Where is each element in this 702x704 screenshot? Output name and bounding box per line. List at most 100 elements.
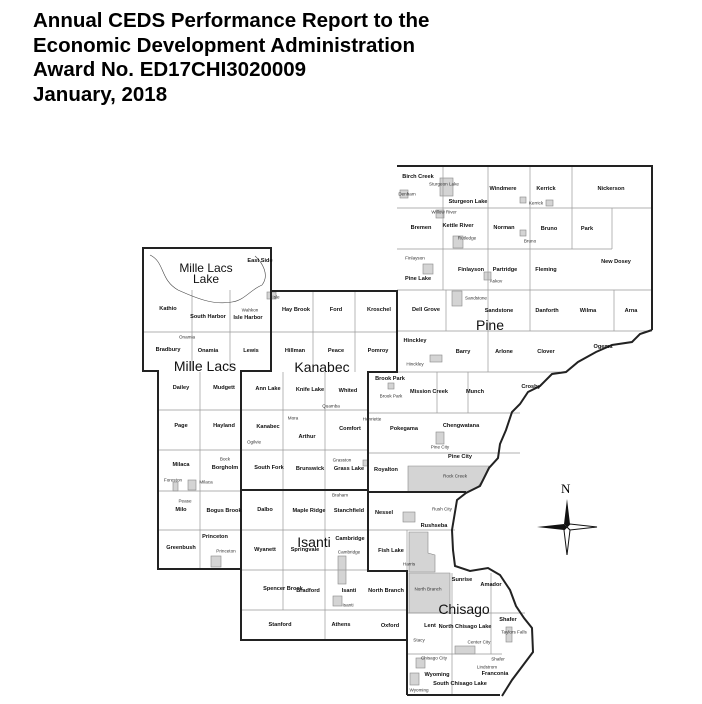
township-label: Arna: [624, 308, 638, 315]
township-label: Sunrise: [451, 577, 473, 584]
township-label: Bremen: [410, 225, 432, 232]
mille-lacs-lake-label: Mille Lacs Lake: [179, 261, 233, 286]
city-label: Chisago City: [420, 655, 448, 661]
township-label: Princeton: [202, 534, 228, 541]
city-label: Grasston: [332, 457, 352, 463]
township-label: Ford: [329, 307, 343, 314]
city-label: Isle: [272, 294, 280, 300]
township-label: Lent: [424, 623, 436, 630]
township-label: Onamia: [197, 348, 219, 355]
township-label: Maple Ridge: [292, 508, 326, 515]
city-label: Center City: [467, 639, 491, 645]
township-label: Ann Lake: [255, 386, 281, 393]
township-label: Dalbo: [257, 507, 273, 514]
isanti-boundary: [240, 490, 408, 695]
city-label: Lindstrom: [476, 664, 498, 670]
city-label: Finlayson: [405, 255, 425, 261]
city-label: Pine City: [430, 444, 450, 450]
township-label: Pokegama: [390, 426, 418, 433]
title-line-2: Economic Development Administration: [33, 33, 415, 57]
township-label: Pine City: [448, 454, 472, 461]
township-label: Barry: [455, 349, 471, 356]
township-label: East Side: [247, 258, 273, 265]
township-label: Springvale: [290, 547, 320, 554]
township-label: Danforth: [535, 308, 559, 315]
pine-boundary: [397, 165, 653, 330]
city-label: Quamba: [322, 403, 340, 409]
city-label: Bruno: [523, 238, 537, 244]
township-label: Hinckley: [403, 338, 427, 345]
township-label: Wyanett: [254, 547, 276, 554]
city-label: Askov: [489, 278, 503, 284]
township-label: Spencer Brook: [263, 586, 303, 593]
county-label: Mille Lacs: [173, 358, 237, 374]
township-label: Clover: [537, 349, 555, 356]
township-label: South Harbor: [190, 314, 226, 321]
city-label: Mora: [287, 415, 299, 421]
township-label: Mudgett: [213, 385, 235, 392]
city-label: Denham: [398, 191, 416, 197]
city-label: Stacy: [413, 637, 425, 643]
city-label: Foreston: [163, 477, 183, 483]
mille-lacs-shoreline: [149, 254, 266, 304]
township-label: Finlayson: [457, 267, 485, 274]
township-label: Stanford: [268, 622, 292, 629]
city-label: Rock Creek: [443, 473, 467, 479]
township-label: Fish Lake: [378, 548, 404, 555]
chisago-boundary: [368, 491, 500, 696]
township-label: Knife Lake: [295, 387, 325, 394]
township-label: South Chisago Lake: [433, 681, 487, 688]
township-label: Cambridge: [335, 536, 365, 543]
township-label: Nickerson: [597, 186, 625, 193]
city-label: Braham: [331, 492, 349, 498]
township-label: Milaca: [172, 462, 190, 469]
state-border-river: [450, 329, 653, 697]
township-label: Borgholm: [211, 465, 239, 472]
city-label: Sandstone: [465, 295, 487, 301]
township-label: Hay Brook: [282, 307, 310, 314]
township-label: Brook Park: [375, 376, 405, 383]
city-label: Milaca: [199, 479, 213, 485]
city-label: Princeton: [216, 548, 236, 554]
title-line-3: Award No. ED17CHI3020009: [33, 58, 307, 81]
shaded-areas: [172, 177, 554, 686]
township-label: Kanabec: [256, 424, 280, 431]
township-label: Dell Grove: [412, 307, 440, 314]
township-label: Isanti: [341, 588, 357, 595]
township-label: Kathio: [159, 306, 177, 313]
city-label: Ogilvie: [246, 439, 262, 445]
city-label: Willow River: [431, 209, 457, 215]
title-line-4: January, 2018: [33, 82, 168, 106]
township-label: Athens: [331, 622, 351, 629]
township-label: Crosby: [521, 384, 541, 391]
township-label: Shafer: [499, 617, 517, 624]
township-label: Arlone: [495, 349, 513, 356]
city-label: Cambridge: [337, 549, 361, 555]
city-label: Kerrick: [528, 200, 544, 206]
city-label: Isanti: [342, 602, 354, 608]
city-label: Bock: [219, 456, 231, 462]
compass-rose: [537, 499, 598, 556]
report-title: Annual CEDS Performance Report to the Ec…: [33, 9, 429, 107]
harris-area: [408, 531, 436, 573]
city-label: Harris: [402, 561, 416, 567]
township-label: Munch: [465, 389, 485, 396]
township-label: Sandstone: [484, 308, 514, 315]
township-label: Norman: [493, 225, 515, 232]
township-label: Oxford: [380, 623, 400, 630]
township-label: Rushseba: [420, 523, 448, 530]
mille-lacs-boundary: [142, 247, 272, 570]
township-label: Wilma: [579, 308, 597, 315]
compass-north-label: N: [561, 481, 571, 496]
township-label: Sturgeon Lake: [448, 199, 488, 206]
township-label: Bradbury: [155, 347, 181, 354]
township-label: Park: [580, 226, 594, 233]
township-label: Milo: [175, 507, 187, 514]
township-label: Kerrick: [536, 186, 556, 193]
city-label: Rutledge: [457, 235, 477, 241]
county-label: Kanabec: [294, 359, 350, 375]
county-label: Isanti: [297, 534, 331, 550]
township-label: Grass Lake: [333, 466, 365, 473]
township-label: Nessel: [374, 510, 394, 517]
